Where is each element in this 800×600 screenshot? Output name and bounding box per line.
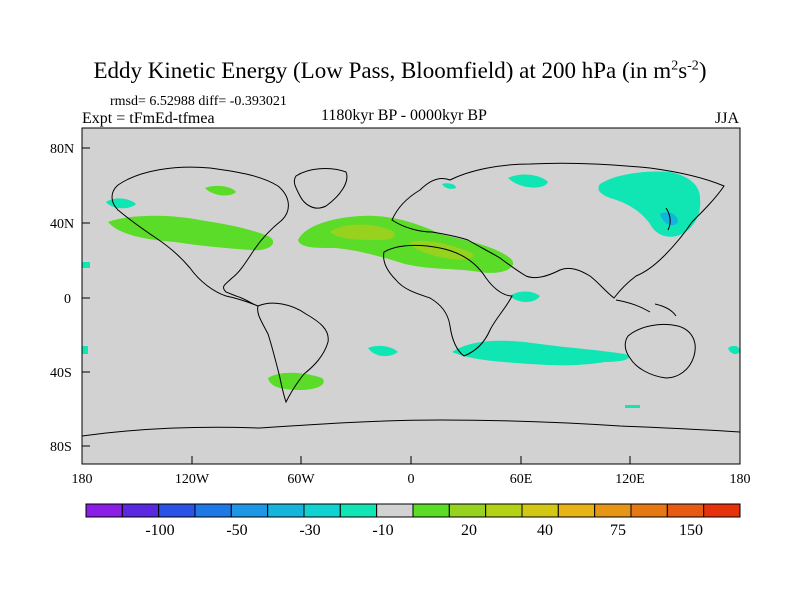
lat-tick-label: 40S xyxy=(50,366,72,381)
coast-australia xyxy=(624,323,696,379)
colorbar-swatch xyxy=(485,503,523,518)
lat-tick-label: 80N xyxy=(50,142,74,157)
colorbar-label: -50 xyxy=(226,522,247,539)
negative-patch-s-atlantic xyxy=(368,345,398,357)
coast-africa xyxy=(383,244,513,357)
coastlines xyxy=(81,162,741,437)
negative-patch-e-africa xyxy=(510,291,540,302)
colorbar-label: 20 xyxy=(461,522,477,539)
lon-tick-label: 120W xyxy=(175,472,210,487)
positive-patch-n-america xyxy=(108,215,274,251)
colorbar-label: 150 xyxy=(679,522,703,539)
colorbar-swatch xyxy=(557,503,596,518)
colorbar-swatch xyxy=(303,503,341,518)
experiment-label: Expt = tFmEd-tfmea xyxy=(82,110,215,127)
colorbar-label: 75 xyxy=(610,522,626,539)
lat-tick-label: 40N xyxy=(50,217,74,232)
colorbar-label: -30 xyxy=(299,522,320,539)
colorbar-label: -10 xyxy=(372,522,393,539)
colorbar-swatch xyxy=(376,503,414,518)
negative-patch-antarctic xyxy=(625,405,640,408)
colorbar-swatch xyxy=(339,503,378,518)
colorbar-swatch xyxy=(85,503,123,518)
colorbar-swatch xyxy=(121,503,160,518)
positive-core-atlantic xyxy=(330,224,396,240)
colorbar-swatch xyxy=(703,503,741,518)
season-label: JJA xyxy=(715,110,740,127)
coast-n-america xyxy=(111,166,289,307)
stats-text: rmsd= 6.52988 diff= -0.393021 xyxy=(110,94,287,109)
coast-antarctica xyxy=(81,419,741,437)
negative-core-japan xyxy=(660,212,678,226)
colorbar-swatch xyxy=(448,503,487,518)
colorbar-swatch xyxy=(630,503,668,518)
colorbar-swatch xyxy=(521,503,559,518)
negative-patch-s-indian xyxy=(452,340,629,366)
coast-indonesia xyxy=(615,299,677,317)
colorbar-label: 40 xyxy=(537,522,553,539)
lon-tick-label: 180 xyxy=(730,472,751,487)
colorbar-swatch xyxy=(230,503,269,518)
coast-greenland xyxy=(293,168,348,209)
positive-patch-n-canada xyxy=(205,185,236,196)
coast-s-america xyxy=(257,302,329,404)
lon-tick-label: 60W xyxy=(287,472,315,487)
colorbar-swatch xyxy=(412,503,450,518)
lat-axis: 80N 40N 0 40S 80S xyxy=(50,142,90,455)
colorbar-swatch xyxy=(194,503,232,518)
colorbar-swatch xyxy=(267,503,305,518)
negative-patch-ne-pacific xyxy=(106,198,136,209)
negative-patch-w-pacific xyxy=(82,262,90,268)
negative-patch-s-pacific-west xyxy=(82,346,88,354)
lat-tick-label: 80S xyxy=(50,440,72,455)
lat-tick-label: 0 xyxy=(64,292,71,307)
colorbar-label: -100 xyxy=(145,522,174,539)
colorbar-swatch xyxy=(666,503,705,518)
chart-title: Eddy Kinetic Energy (Low Pass, Bloomfiel… xyxy=(93,58,707,83)
lon-tick-label: 0 xyxy=(408,472,415,487)
colorbar-swatch xyxy=(158,503,196,518)
period-label: 1180kyr BP - 0000kyr BP xyxy=(321,107,487,124)
negative-patch-s-pacific-east xyxy=(728,345,740,355)
negative-patch-europe xyxy=(442,183,456,189)
coast-eurasia xyxy=(391,162,725,299)
coast-japan xyxy=(665,207,671,231)
lon-tick-label: 60E xyxy=(510,472,533,487)
negative-patch-c-asia xyxy=(508,174,548,188)
lon-tick-label: 180 xyxy=(72,472,93,487)
colorbar xyxy=(85,503,741,518)
lon-tick-label: 120E xyxy=(615,472,645,487)
lon-axis: 180 120W 60W 0 60E 120E 180 xyxy=(72,456,751,487)
colorbar-swatch xyxy=(594,503,632,518)
